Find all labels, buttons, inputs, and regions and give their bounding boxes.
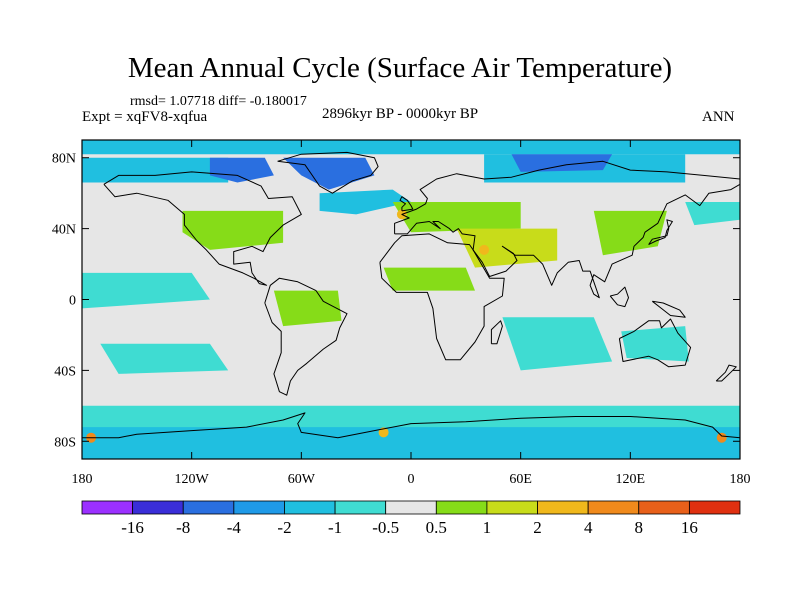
anomaly-region-north-pacific-band [82,157,229,183]
anomaly-region-indian-ocean-cool [502,317,613,371]
colorbar-swatch [132,500,184,515]
anomaly-region-eurasia-warm [392,202,521,233]
axis-ticks: 180 120W 60W 0 60E 120E 180 80N 40N 0 40S 80S [52,140,751,487]
coastline-south-america [264,277,348,396]
coastline-eurasia [394,160,740,299]
anomaly-region-east-pacific-cool [82,272,210,309]
colorbar-swatch [284,500,336,515]
anomaly-region-australia-cool [621,326,689,362]
colorbar-label: -1 [328,518,342,537]
colorbar-label: -2 [277,518,291,537]
anomaly-hotspot-5 [378,427,389,438]
colorbar-swatch [334,500,387,515]
plot-area [82,140,740,459]
x-tick-label: 120W [175,472,210,487]
colorbar-label: 4 [584,518,593,537]
coastline-antarctica [82,412,740,439]
x-tick-label: 60W [288,472,316,487]
anomaly-hotspot-3 [716,432,727,443]
anomaly-region-canada-arctic-cold [209,157,274,183]
x-tick-label: 180 [72,472,93,487]
x-tick-label: 120E [616,472,646,487]
anomaly-regions [82,140,740,459]
period-label: 2896kyr BP - 0000kyr BP [322,106,479,122]
coastline-great-britain [399,196,414,212]
coastline-north-america [103,171,302,286]
x-tick-label: 60E [509,472,532,487]
colorbar-swatch [587,500,640,515]
x-tick-label: 0 [408,472,415,487]
colorbar-swatch [385,500,437,515]
anomaly-region-north-america-warm [182,210,284,250]
anomaly-hotspot-1 [479,244,490,255]
anomaly-region-middle-east-warm [456,228,558,268]
season-label: ANN [702,109,735,125]
colorbar-swatch [486,500,538,515]
rmsd-diff-stats: rmsd= 1.07718 diff= -0.180017 [130,94,307,109]
coastline-japan [648,219,673,246]
colorbar-swatch [688,500,741,515]
x-tick-label: 180 [730,472,751,487]
coastline-africa [379,233,505,361]
colorbar-label: -8 [176,518,190,537]
colorbar: -16 -8 -4 -2 -1 -0.5 0.5 1 2 4 8 16 [81,500,741,537]
anomaly-region-amazon-warm [273,290,342,327]
anomaly-region-north-pacific [685,202,740,226]
colorbar-swatch [537,500,589,515]
colorbar-label: -16 [121,518,144,537]
anomaly-region-north-atlantic [319,189,411,215]
coastline-new-guinea [651,300,686,318]
coastline-new-zealand [715,364,737,382]
colorbar-label: 16 [681,518,698,537]
colorbar-label: -4 [227,518,242,537]
y-tick-label: 80S [54,435,76,450]
colorbar-swatch [233,500,285,515]
y-tick-label: 80N [52,152,76,167]
colorbar-swatch [182,500,235,515]
colorbar-swatch [435,500,488,515]
anomaly-region-kara-sea-cold [511,154,613,172]
chart-title: Mean Annual Cycle (Surface Air Temperatu… [127,52,673,84]
anomaly-region-antarctica [82,427,740,459]
colorbar-label: 1 [483,518,492,537]
anomaly-region-south-pacific-cool [100,343,229,374]
colorbar-label: 8 [635,518,644,537]
anomaly-region-southern-ocean [82,405,740,433]
colorbar-swatch [81,500,134,515]
coastline-borneo [609,286,629,308]
coastline-australia [618,318,692,368]
coastlines [82,151,740,439]
coastline-madagascar [490,320,503,345]
experiment-label: Expt = xqFV8-xqfua [82,109,208,125]
y-tick-label: 40N [52,223,76,238]
colorbar-swatch [638,500,690,515]
colorbar-label: -0.5 [372,518,399,537]
anomaly-region-africa-west-warm [383,267,475,291]
y-tick-label: 0 [69,294,76,309]
colorbar-label: 0.5 [426,518,447,537]
colorbar-label: 2 [533,518,542,537]
y-tick-label: 40S [54,364,76,379]
anomaly-region-arctic-ocean [82,140,740,155]
coastline-greenland [277,151,379,194]
